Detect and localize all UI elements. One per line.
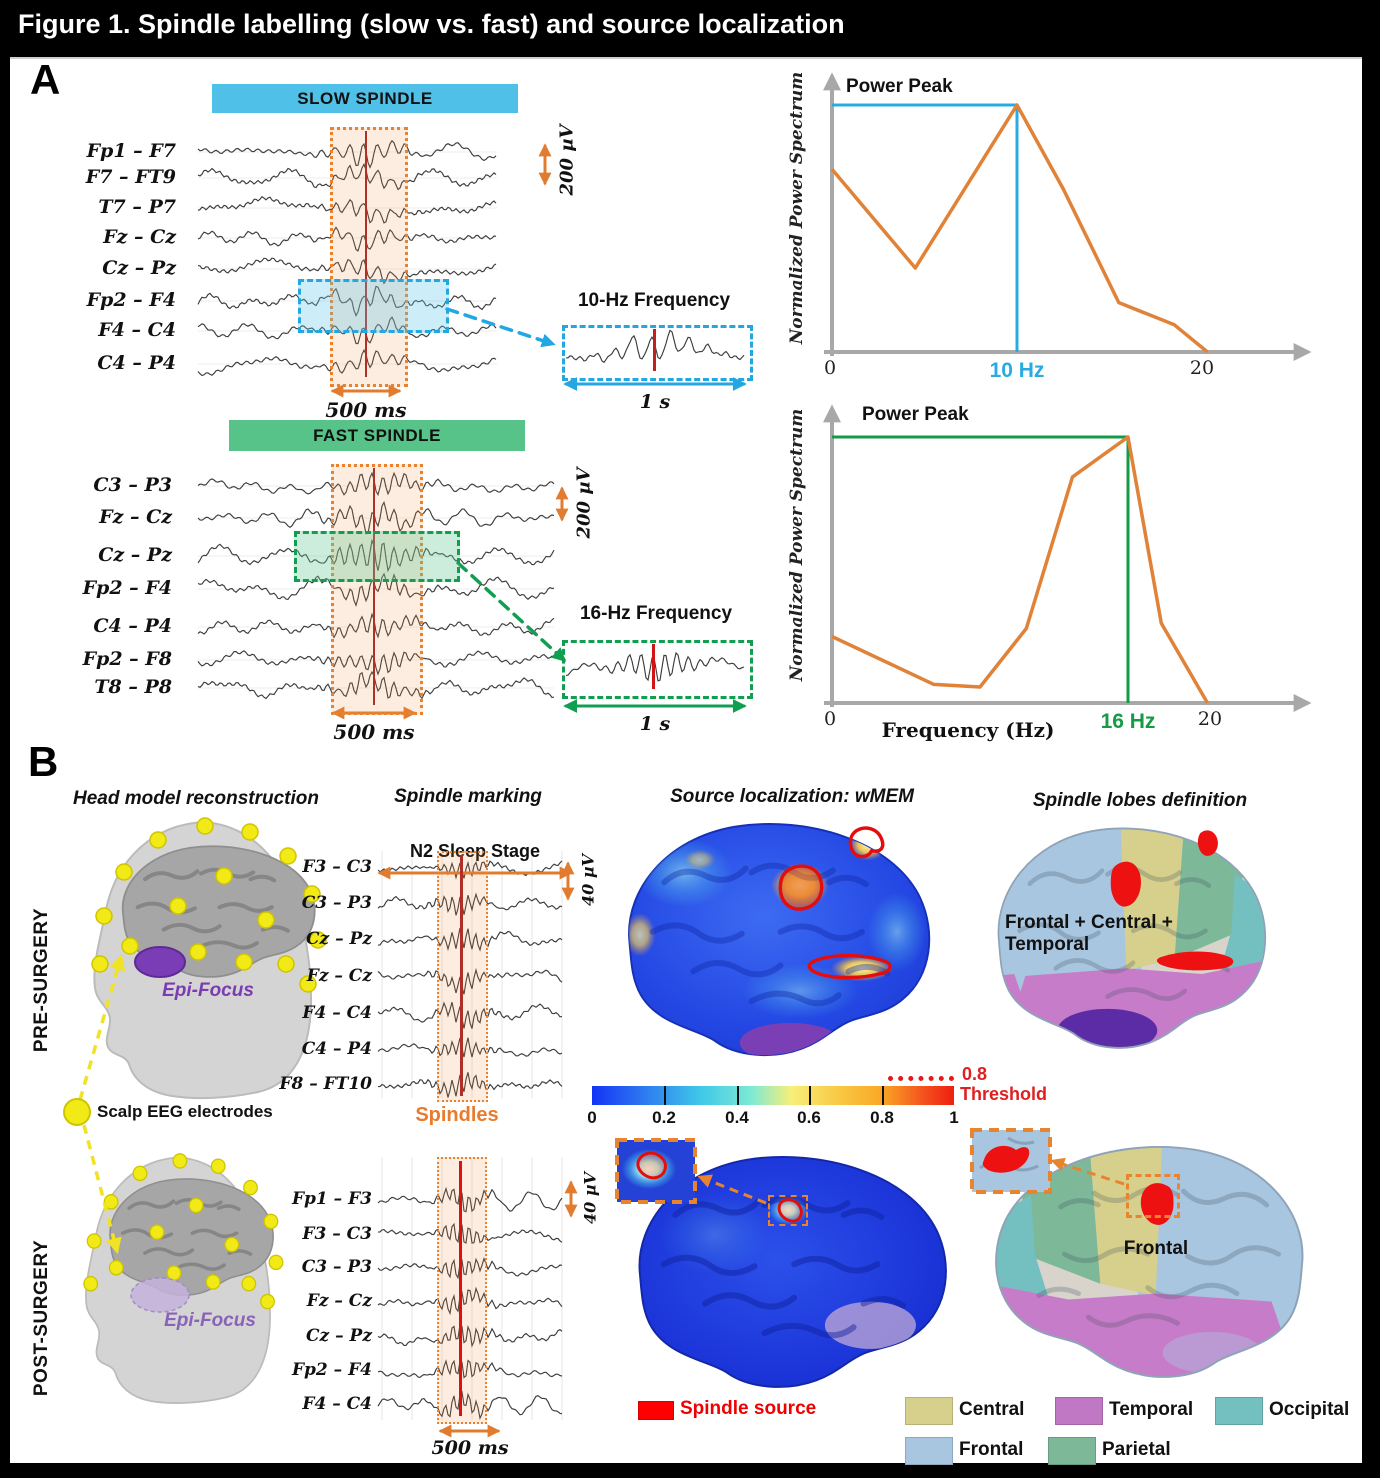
wmem-brain-post: [638, 1155, 947, 1388]
wmem-post-inset: [615, 1138, 697, 1204]
wmem-brain-pre: [628, 823, 931, 1057]
eeg-traces: [197, 139, 745, 1420]
epi-focus-region-post: [130, 1277, 190, 1313]
epi-focus-region-pre: [134, 946, 186, 978]
lobes-inset-connector: [1050, 1157, 1125, 1186]
epi-focus-lobes-post: [1162, 1332, 1262, 1374]
spindle-source-contour-post: [777, 1198, 803, 1223]
power-spectrum-charts: [823, 72, 1312, 712]
spindle-source-contours-pre: [778, 826, 892, 980]
chart-1: [823, 72, 1312, 361]
wmem-inset-connector: [697, 1174, 767, 1205]
slow-inset-connector: [445, 307, 556, 348]
epi-focus-wmem-post: [824, 1301, 916, 1349]
lobes-post-inset: [970, 1128, 1052, 1194]
lobes-brain-pre: [997, 827, 1267, 1049]
lobes-brain-post: [995, 1145, 1304, 1378]
scalp-electrode-legend-dot: [63, 1098, 91, 1126]
epi-focus-wmem-pre: [739, 1022, 841, 1056]
head-model-pre: [92, 818, 326, 1098]
figure-title-bar: Figure 1. Spindle labelling (slow vs. fa…: [0, 0, 1380, 57]
chart-2: [823, 404, 1312, 712]
spindle-source-lobes-post: [1140, 1183, 1174, 1225]
head-model-post: [84, 1154, 283, 1403]
fast-inset-connector: [456, 561, 567, 662]
spindle-sources-lobes-pre: [1110, 830, 1234, 971]
scalp-electrode-connectors: [63, 953, 126, 1255]
figure-title: Figure 1. Spindle labelling (slow vs. fa…: [18, 9, 845, 39]
